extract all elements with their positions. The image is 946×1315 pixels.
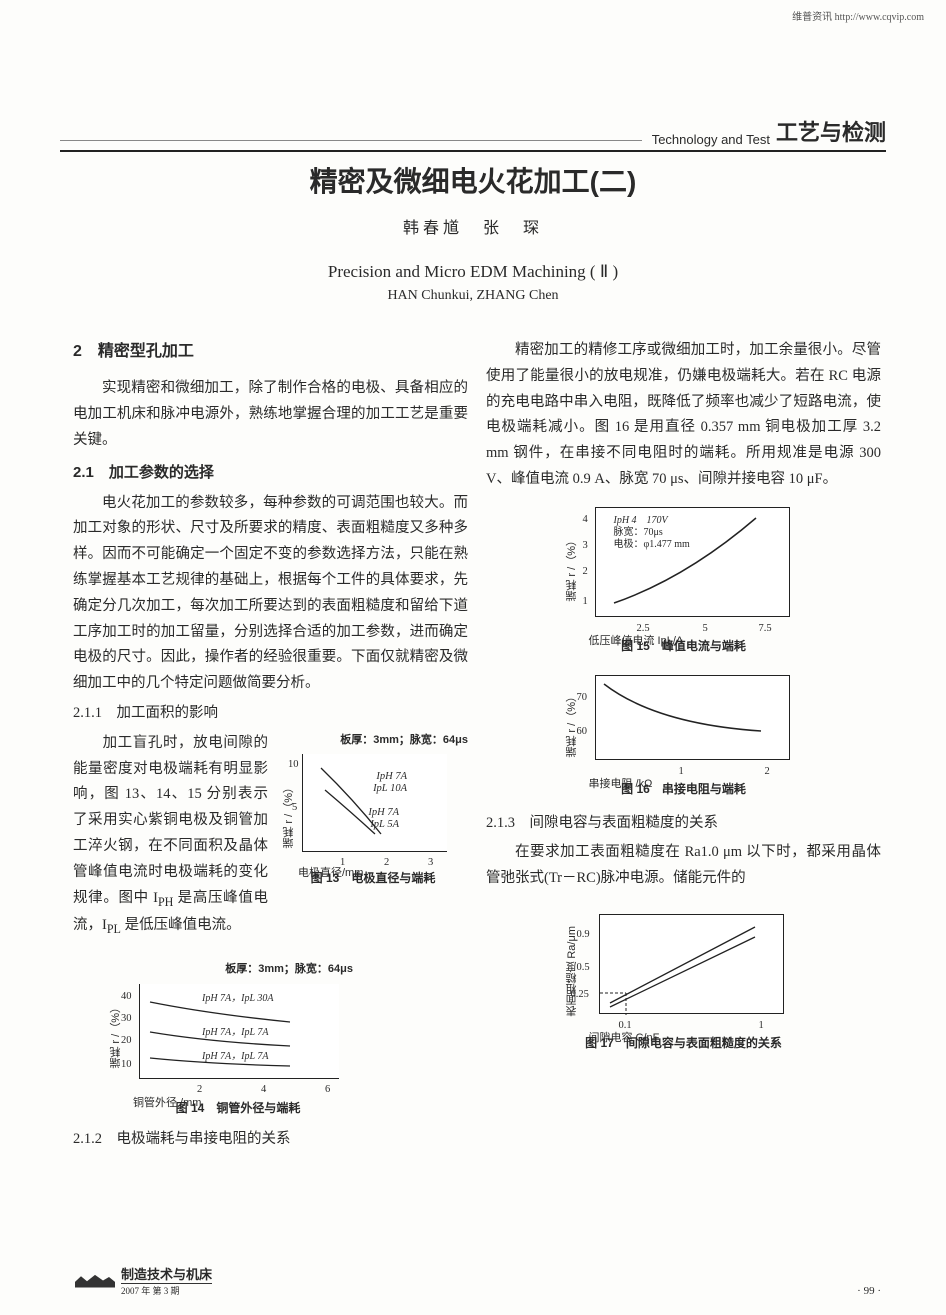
column-left: 2 精密型孔加工 实现精密和微细加工，除了制作合格的电极、具备相应的电加工机床和…: [73, 338, 468, 1157]
authors-en: HAN Chunkui, ZHANG Chen: [0, 288, 946, 304]
tick: 0.25: [571, 986, 589, 1005]
journal-issue: 2007 年 第 3 期: [121, 1283, 212, 1297]
tick: 70: [577, 689, 588, 708]
para: 实现精密和微细加工，除了制作合格的电极、具备相应的电加工机床和脉冲电源外，熟练地…: [73, 376, 468, 453]
source-link: 维普资讯 http://www.cqvip.com: [792, 8, 924, 23]
paper-title-cn: 精密及微细电火花加工(二): [0, 160, 946, 200]
tick: 10: [288, 756, 299, 775]
figure-17: 表面粗糙度 Ra/μm 0.9 0.5 0.25 0.1 1 间隙电容 C/nF…: [559, 914, 809, 1054]
tick: 7.5: [759, 620, 772, 639]
tick: 40: [121, 988, 132, 1007]
fig14-note: 板厚：3mm；脉宽：64μs: [103, 960, 353, 980]
page-number: · 99 ·: [857, 1285, 881, 1297]
tick: 20: [121, 1032, 132, 1051]
fig13-ann: IpL 10A: [373, 780, 407, 799]
title-block: 精密及微细电火花加工(二) 韩春馗 张 琛 Precision and Micr…: [0, 160, 946, 304]
paper-title-en: Precision and Micro EDM Machining ( Ⅱ ): [0, 262, 946, 282]
tick: 3: [583, 537, 588, 556]
fig13-xlabel: 电极直径/mm: [298, 864, 363, 884]
journal-name: 制造技术与机床: [121, 1264, 212, 1283]
fig15-ylabel: 端耗 r /（%）: [563, 535, 583, 602]
fig15-leg: 电极：φ1.477 mm: [614, 536, 690, 554]
heading-2: 2 精密型孔加工: [73, 338, 468, 366]
tick: 4: [261, 1081, 266, 1100]
fig14-ann: IpH 7A，IpL 7A: [202, 1048, 268, 1066]
tick: 0.5: [577, 959, 590, 978]
journal-logo-icon: [75, 1274, 115, 1288]
tick: 2: [384, 854, 389, 873]
fig15-xlabel: 低压峰值电流 IpL/A: [589, 632, 684, 652]
tick: 60: [577, 723, 588, 742]
para: 电火花加工的参数较多，每种参数的可调范围也较大。而加工对象的形状、尺寸及所要求的…: [73, 491, 468, 697]
section-cn: 工艺与检测: [776, 115, 886, 147]
tick: 6: [325, 1081, 330, 1100]
fig16-xlabel: 串接电阻 /kΩ: [589, 775, 653, 795]
tick: 30: [121, 1010, 132, 1029]
authors-cn: 韩春馗 张 琛: [0, 214, 946, 238]
para: 精密加工的精修工序或微细加工时，加工余量很小。尽管使用了能量很小的放电规准，仍嫌…: [486, 338, 881, 493]
column-right: 精密加工的精修工序或微细加工时，加工余量很小。尽管使用了能量很小的放电规准，仍嫌…: [486, 338, 881, 1060]
heading-2-1: 2.1 加工参数的选择: [73, 460, 468, 487]
tick: 10: [121, 1056, 132, 1075]
para-text: 是低压峰值电流。: [121, 917, 241, 933]
fig14-ann: IpH 7A，IpL 30A: [202, 990, 273, 1008]
section-header: Technology and Test 工艺与检测: [60, 115, 886, 152]
tick: 1: [583, 593, 588, 612]
tick: 1: [759, 1017, 764, 1036]
footer-journal: 制造技术与机床 2007 年 第 3 期: [75, 1264, 212, 1297]
fig13-note: 板厚：3mm；脉宽：64μs: [278, 731, 468, 751]
fig13-ann: IpL 5A: [370, 816, 399, 835]
figure-13: 板厚：3mm；脉宽：64μs IpH 7A IpL 10A IpH 7A IpL…: [278, 731, 468, 890]
fig14-ann: IpH 7A，IpL 7A: [202, 1024, 268, 1042]
tick: 2: [583, 563, 588, 582]
tick: 0.9: [577, 926, 590, 945]
tick: 3: [428, 854, 433, 873]
fig14-xlabel: 铜管外径 /mm: [133, 1094, 201, 1114]
page-footer: 制造技术与机床 2007 年 第 3 期 · 99 ·: [75, 1264, 881, 1297]
tick: 5: [703, 620, 708, 639]
heading-2-1-2: 2.1.2 电极端耗与串接电阻的关系: [73, 1127, 468, 1153]
para: 在要求加工表面粗糙度在 Ra1.0 μm 以下时，都采用晶体管弛张式(Tr－RC…: [486, 840, 881, 892]
figure-16: 端耗 r /（%） 70 60 1 2 串接电阻 /kΩ 图 16 串接电阻与端…: [559, 675, 809, 800]
heading-2-1-3: 2.1.3 间隙电容与表面粗糙度的关系: [486, 811, 881, 837]
figure-15: IpH 4 170V 脉宽：70μs 电极：φ1.477 mm 端耗 r /（%…: [559, 507, 809, 657]
tick: 1: [679, 763, 684, 782]
fig17-xlabel: 间隙电容 C/nF: [589, 1029, 660, 1049]
tick: 5: [292, 799, 297, 818]
section-en: Technology and Test: [652, 132, 770, 147]
heading-2-1-1: 2.1.1 加工面积的影响: [73, 701, 468, 727]
tick: 4: [583, 511, 588, 530]
tick: 2: [765, 763, 770, 782]
figure-14: 板厚：3mm；脉宽：64μs IpH 7A，IpL 30A IpH 7A，IpL…: [103, 960, 373, 1119]
para-text: 加工盲孔时，放电间隙的能量密度对电极端耗有明显影响，图 13、14、15 分别表…: [73, 735, 268, 906]
